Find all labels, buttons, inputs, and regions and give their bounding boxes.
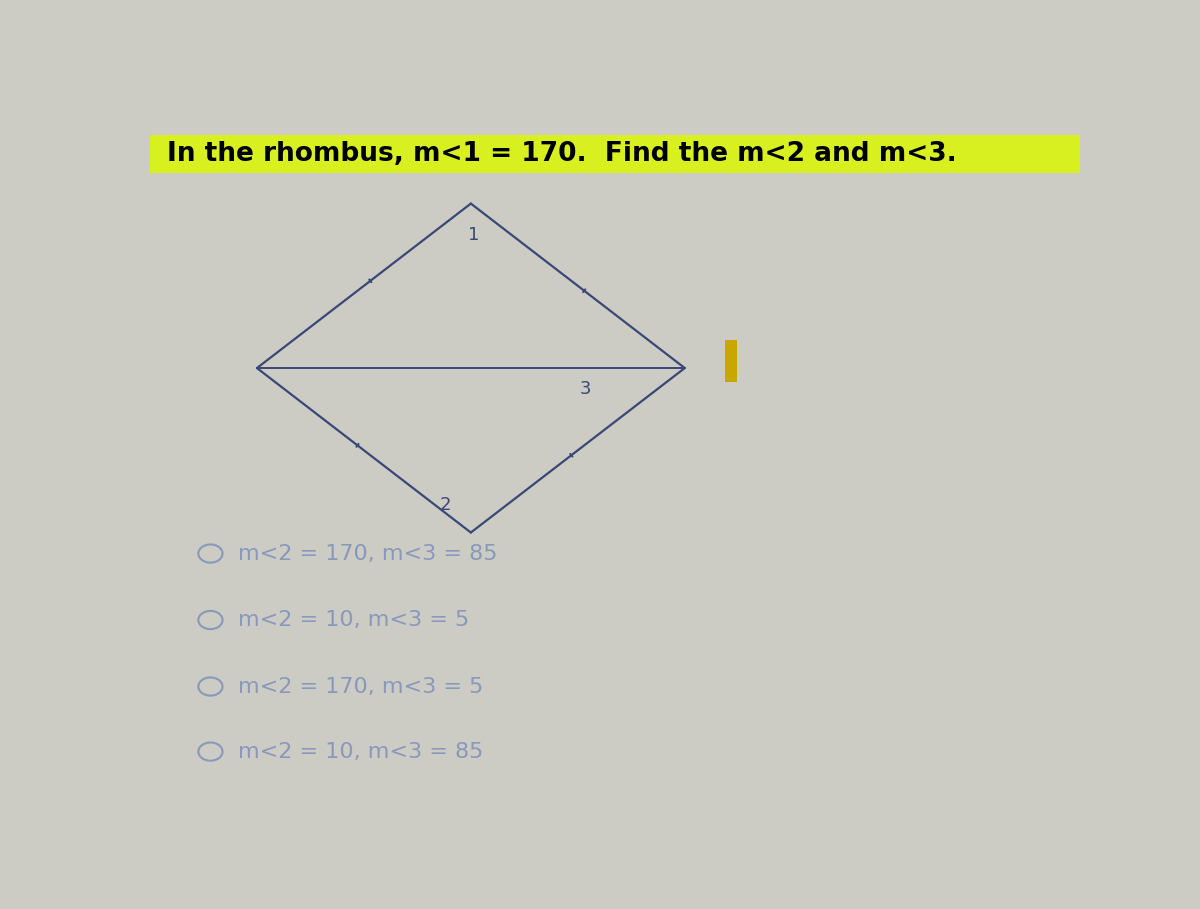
Text: 3: 3 [580,380,590,398]
Text: m<2 = 10, m<3 = 5: m<2 = 10, m<3 = 5 [239,610,469,630]
Text: 2: 2 [440,495,451,514]
Text: 1: 1 [468,226,479,245]
Bar [150,135,1080,174]
Text: In the rhombus, m<1 = 170.  Find the m<2 and m<3.: In the rhombus, m<1 = 170. Find the m<2 … [167,141,956,167]
Text: m<2 = 10, m<3 = 85: m<2 = 10, m<3 = 85 [239,742,484,762]
Text: m<2 = 170, m<3 = 5: m<2 = 170, m<3 = 5 [239,676,484,696]
Text: m<2 = 170, m<3 = 85: m<2 = 170, m<3 = 85 [239,544,498,564]
Bar [725,340,737,382]
